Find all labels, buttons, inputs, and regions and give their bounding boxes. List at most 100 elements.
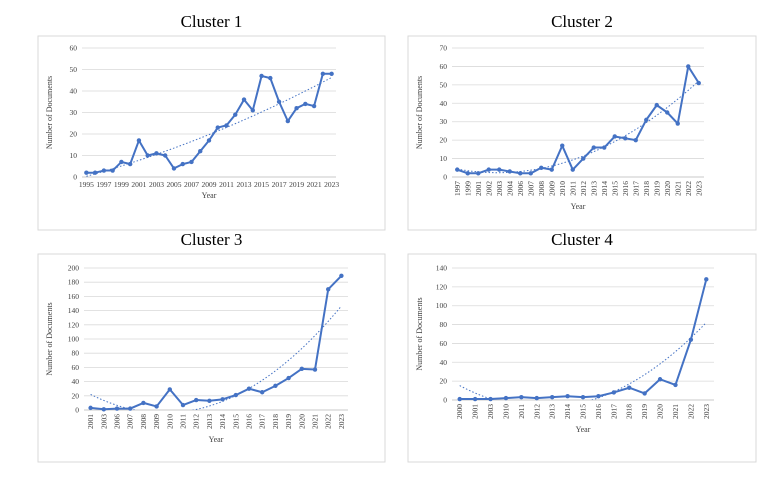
data-point <box>206 138 212 143</box>
x-tick-label: 2013 <box>589 181 598 196</box>
x-tick-label: 2015 <box>579 404 588 419</box>
y-tick-label: 10 <box>70 151 78 160</box>
x-tick-label: 2022 <box>684 181 693 196</box>
x-tick-label: 2011 <box>517 404 526 419</box>
data-point <box>154 151 159 156</box>
data-point <box>128 406 133 411</box>
data-point <box>611 390 617 395</box>
y-tick-label: 50 <box>440 80 448 89</box>
data-point <box>189 159 194 165</box>
data-point <box>519 394 524 400</box>
data-point <box>320 71 326 77</box>
data-point <box>457 396 462 402</box>
x-tick-label: 2013 <box>548 404 557 419</box>
data-point <box>285 118 291 124</box>
data-point <box>488 396 493 402</box>
data-point <box>465 171 470 176</box>
y-tick-label: 30 <box>70 108 78 117</box>
y-tick-label: 60 <box>72 363 80 372</box>
data-point <box>198 149 203 154</box>
data-point <box>581 156 586 161</box>
x-tick-label: 2005 <box>166 180 181 189</box>
x-tick-label: 2018 <box>271 414 280 429</box>
x-tick-label: 2010 <box>165 414 174 429</box>
x-tick-label: 2008 <box>537 181 546 196</box>
data-point <box>145 153 150 158</box>
y-tick-label: 60 <box>70 44 78 53</box>
data-point <box>633 137 638 143</box>
data-point <box>665 110 670 115</box>
data-point <box>250 108 255 113</box>
data-point <box>119 159 124 165</box>
chart-title: Cluster 4 <box>551 230 613 249</box>
x-tick-label: 2017 <box>631 181 640 196</box>
x-tick-label: 2015 <box>610 181 619 196</box>
trendline <box>459 322 707 400</box>
data-point <box>286 375 291 381</box>
y-tick-label: 40 <box>72 377 80 386</box>
x-tick-label: 2011 <box>568 181 577 196</box>
x-tick-label: 2022 <box>686 404 695 419</box>
y-axis-title: Number of Documents <box>45 302 54 375</box>
x-tick-label: 2007 <box>126 414 135 429</box>
y-tick-label: 100 <box>436 301 448 310</box>
data-point <box>476 171 481 176</box>
data-point <box>194 397 199 403</box>
x-tick-label: 2018 <box>642 181 651 196</box>
y-tick-label: 0 <box>443 396 447 405</box>
data-point <box>299 366 304 372</box>
x-tick-label: 2013 <box>237 180 252 189</box>
data-point <box>84 170 89 175</box>
x-tick-label: 2010 <box>501 404 510 419</box>
y-tick-label: 20 <box>440 136 448 145</box>
x-tick-label: 2007 <box>526 181 535 196</box>
x-tick-label: 2001 <box>471 404 480 419</box>
x-tick-label: 2020 <box>656 404 665 419</box>
data-point <box>326 287 331 292</box>
data-point <box>654 102 659 108</box>
x-tick-label: 2007 <box>184 180 199 189</box>
data-point <box>241 97 247 102</box>
y-tick-label: 120 <box>68 320 80 329</box>
chart-title: Cluster 2 <box>551 12 613 31</box>
data-point <box>233 392 238 398</box>
data-point <box>180 402 186 408</box>
y-tick-label: 20 <box>70 130 78 139</box>
panel-frame <box>407 35 757 231</box>
x-tick-label: 2002 <box>484 181 493 196</box>
x-tick-label: 2006 <box>516 181 525 196</box>
y-axis-title: Number of Documents <box>45 76 54 149</box>
x-tick-label: 2009 <box>547 181 556 196</box>
x-tick-label: 2017 <box>609 404 618 419</box>
data-point <box>163 153 168 158</box>
x-tick-label: 1999 <box>463 181 472 196</box>
x-axis-title: Year <box>209 435 224 444</box>
data-point <box>233 112 238 117</box>
x-tick-label: 2016 <box>594 404 603 419</box>
data-point <box>596 394 601 399</box>
x-tick-label: 1999 <box>114 180 129 189</box>
data-point <box>92 170 98 175</box>
data-point <box>688 337 694 342</box>
x-tick-label: 2001 <box>474 181 483 196</box>
x-tick-label: 2011 <box>179 414 188 429</box>
x-tick-label: 2003 <box>149 180 164 189</box>
data-point <box>268 75 273 81</box>
data-point <box>215 125 220 130</box>
x-tick-label: 2022 <box>324 414 333 429</box>
y-axis-title: Number of Documents <box>415 297 424 370</box>
x-tick-label: 2019 <box>289 180 304 189</box>
data-point <box>507 169 512 174</box>
data-point <box>627 385 632 390</box>
data-point <box>141 400 146 406</box>
x-tick-label: 2001 <box>131 180 146 189</box>
data-point <box>673 382 678 388</box>
data-point <box>642 391 647 396</box>
x-tick-label: 2023 <box>694 181 703 196</box>
x-tick-label: 1997 <box>96 180 111 189</box>
y-tick-label: 0 <box>443 173 447 182</box>
x-tick-label: 2018 <box>625 404 634 419</box>
data-point <box>167 387 172 392</box>
